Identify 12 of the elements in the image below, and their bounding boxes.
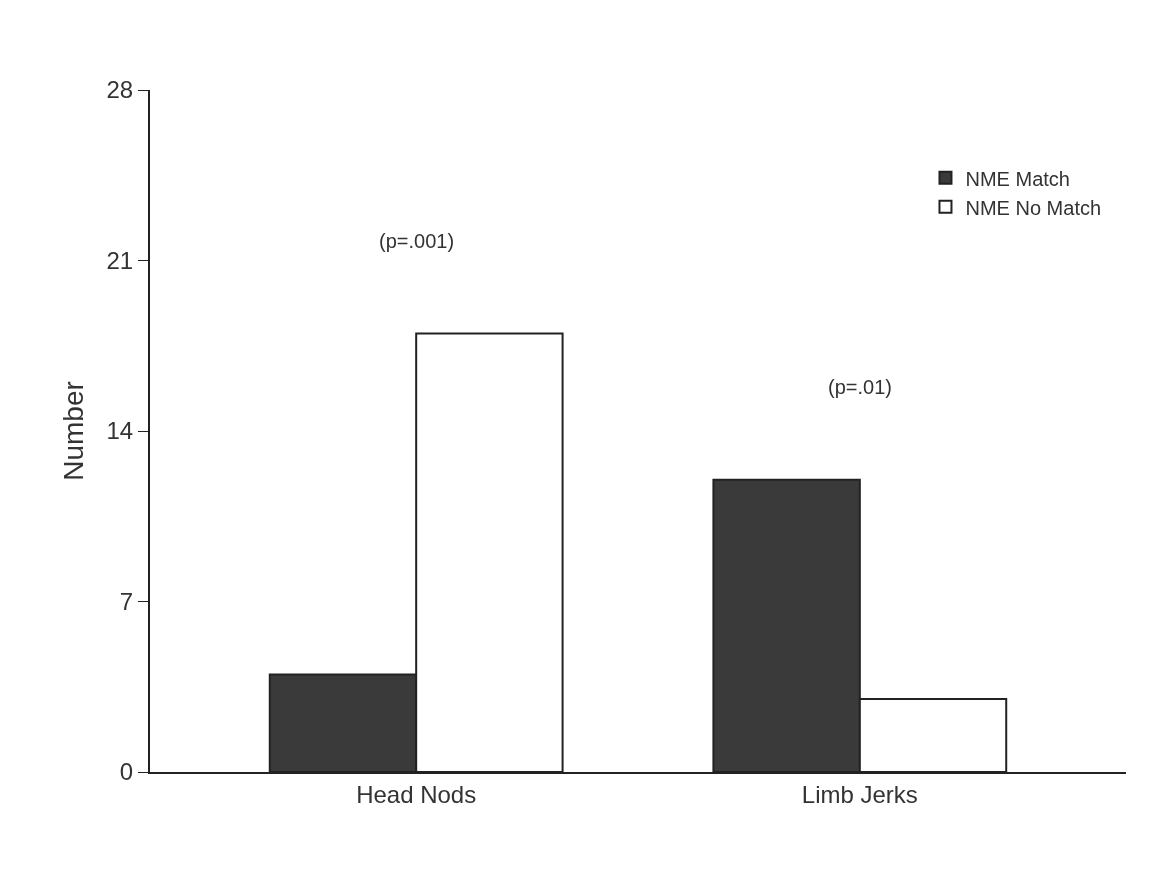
legend-label: NME No Match — [965, 196, 1102, 219]
y-tick-label: 14 — [106, 417, 134, 445]
y-tick-label: 0 — [119, 758, 134, 786]
y-tick-label: 7 — [119, 587, 134, 615]
annotation: (p=.001) — [379, 230, 455, 252]
x-tick-label: Limb Jerks — [801, 780, 918, 808]
legend-label: NME Match — [965, 167, 1070, 190]
y-axis-title: Number — [58, 381, 89, 481]
y-tick-label: 28 — [106, 76, 134, 104]
y-tick-label: 21 — [106, 246, 134, 274]
annotation: (p=.01) — [828, 376, 892, 398]
x-tick-label: Head Nods — [356, 780, 477, 808]
